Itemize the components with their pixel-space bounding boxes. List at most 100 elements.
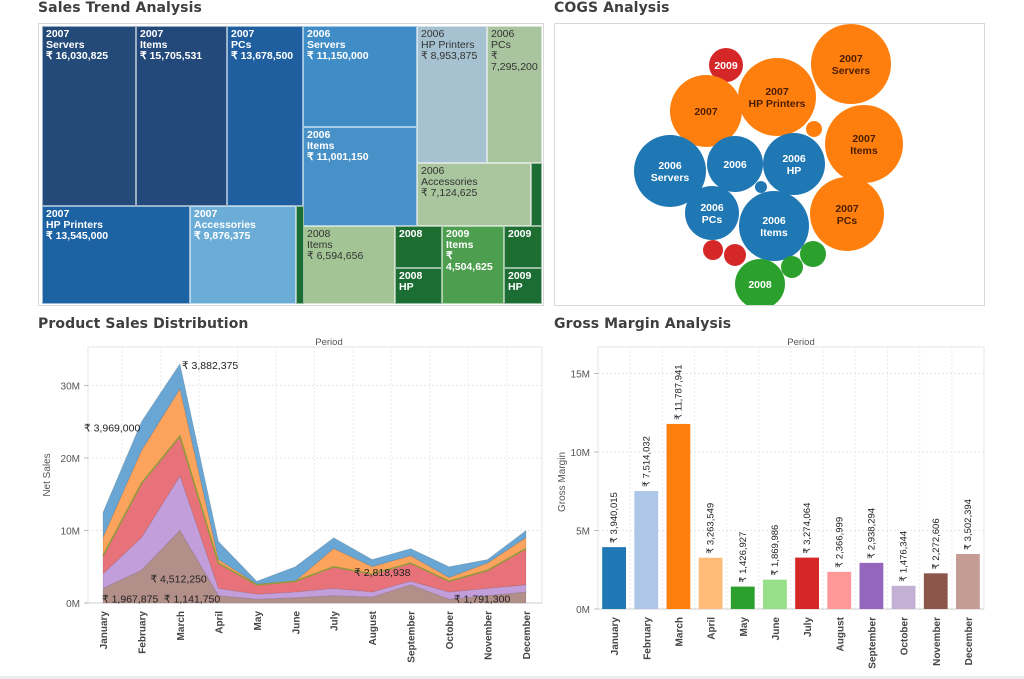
treemap-cell-value: ₹ 11,001,150: [307, 151, 369, 163]
period-header: Period: [787, 337, 814, 348]
treemap-cell[interactable]: 2007 Items ₹ 15,705,531: [136, 26, 227, 206]
bar[interactable]: [827, 571, 852, 609]
treemap-cell[interactable]: 2006 Accessories ₹ 7,124,625: [417, 163, 531, 226]
data-label: ₹ 2,818,938: [354, 567, 410, 579]
bar-value-label: ₹ 1,426,927: [738, 532, 749, 583]
bar[interactable]: [859, 562, 884, 609]
bar[interactable]: [698, 557, 723, 609]
treemap-cell[interactable]: 2008 HP: [395, 268, 442, 304]
treemap-cell[interactable]: 2006 PCs ₹7,295,200: [487, 26, 542, 163]
bar-value-label: ₹ 3,274,064: [802, 503, 813, 554]
treemap-cell[interactable]: 2007 HP Printers ₹ 13,545,000: [42, 206, 190, 304]
bubble-circle[interactable]: [806, 121, 822, 137]
treemap-cell-year: 2008: [399, 228, 423, 240]
bar[interactable]: [730, 586, 755, 609]
bubble-circle[interactable]: [709, 48, 743, 82]
treemap-cell-year: 2009: [446, 228, 470, 240]
bubble-circle[interactable]: [810, 177, 884, 251]
treemap-cell-value: ₹ 13,678,500: [231, 50, 294, 62]
bubble[interactable]: 2007: [670, 75, 742, 147]
bar[interactable]: [891, 585, 916, 609]
bar[interactable]: [763, 579, 787, 609]
bubble[interactable]: 2006: [707, 136, 763, 192]
treemap-cell-item: HP Printers: [421, 39, 475, 51]
bubble-circle[interactable]: [763, 133, 825, 195]
bubble[interactable]: [806, 121, 822, 137]
bubble[interactable]: [755, 181, 767, 193]
bubble-circle[interactable]: [735, 259, 785, 305]
bubble-circle[interactable]: [738, 58, 816, 136]
area-series-1[interactable]: [102, 529, 527, 604]
data-label: ₹ 1,967,875: [102, 594, 158, 606]
treemap-cell-small[interactable]: [296, 206, 304, 304]
treemap-cell[interactable]: 2008 Items ₹ 6,594,656: [303, 226, 395, 304]
x-tick-label: September: [867, 617, 878, 669]
bar[interactable]: [602, 547, 626, 609]
bubble-circle[interactable]: [800, 241, 826, 267]
treemap-cell[interactable]: 2009 HP: [504, 268, 542, 304]
bubble-circle[interactable]: [739, 191, 809, 261]
bar[interactable]: [634, 491, 659, 609]
x-tick-label: April: [214, 611, 225, 634]
treemap-cell-value: ₹ 9,876,375: [194, 230, 251, 242]
bubble-circle[interactable]: [685, 186, 739, 240]
bar[interactable]: [795, 557, 819, 609]
bubble[interactable]: [781, 256, 803, 278]
treemap-cell[interactable]: 2006 Items ₹ 11,001,150: [303, 127, 417, 226]
treemap-cell-year: 2008: [307, 228, 331, 240]
treemap-cell-value: ₹ 6,594,656: [307, 250, 364, 262]
treemap-cell-small[interactable]: [531, 163, 542, 226]
bubble-label: 2007: [765, 86, 789, 98]
bubble[interactable]: [800, 241, 826, 267]
treemap-cell-year: 2007: [46, 208, 70, 220]
bar[interactable]: [666, 423, 691, 609]
treemap-cell-year: 2007: [231, 28, 255, 40]
bubble-circle[interactable]: [703, 240, 723, 260]
bubble-label: Items: [850, 145, 878, 157]
treemap-cell[interactable]: 2008: [395, 226, 442, 268]
treemap-cell[interactable]: 2007 Servers ₹ 16,030,825: [42, 26, 136, 206]
bubble-label: Servers: [651, 172, 690, 184]
treemap-cell-value: ₹ 7,124,625: [421, 187, 478, 199]
bubble[interactable]: [703, 240, 723, 260]
bubble[interactable]: 2009: [709, 48, 743, 82]
bubble-circle[interactable]: [755, 181, 767, 193]
treemap-cell[interactable]: 2009 Items ₹4,504,625: [442, 226, 504, 304]
treemap-cell-value: ₹ 15,705,531: [140, 50, 203, 62]
treemap-cell[interactable]: 2007 Accessories ₹ 9,876,375: [190, 206, 296, 304]
treemap-cell-item: HP Printers: [46, 219, 103, 231]
bubble-circle[interactable]: [670, 75, 742, 147]
y-tick-label: 10M: [61, 527, 80, 538]
bubble-circle[interactable]: [811, 24, 891, 104]
bar[interactable]: [956, 554, 980, 609]
treemap-cell[interactable]: 2006 Servers ₹ 11,150,000: [303, 26, 417, 127]
bubble-label: 2008: [748, 279, 772, 291]
bubble[interactable]: [724, 244, 746, 266]
treemap-cell-year: 2006: [491, 28, 515, 40]
bubble-circle[interactable]: [825, 105, 903, 183]
treemap-cell-item: Items: [140, 39, 168, 51]
bubble-circle[interactable]: [707, 136, 763, 192]
x-tick-label: August: [368, 610, 379, 645]
bubble-circle[interactable]: [781, 256, 803, 278]
treemap-cell[interactable]: 2006 HP Printers ₹ 8,953,875: [417, 26, 487, 163]
bubble-circle[interactable]: [634, 135, 706, 207]
data-label: ₹ 3,969,000: [84, 423, 140, 435]
treemap-cell-item: Servers: [307, 39, 346, 51]
bar[interactable]: [923, 573, 948, 609]
treemap-cell[interactable]: 2007 PCs ₹ 13,678,500: [227, 26, 303, 206]
bar-value-label: ₹ 1,476,344: [899, 531, 910, 582]
treemap-cell[interactable]: 2009: [504, 226, 542, 268]
treemap-cell-value: ₹: [491, 50, 498, 62]
bubble[interactable]: 2008: [735, 259, 785, 305]
bubble-circle[interactable]: [724, 244, 746, 266]
bubble-label: PCs: [702, 214, 723, 226]
